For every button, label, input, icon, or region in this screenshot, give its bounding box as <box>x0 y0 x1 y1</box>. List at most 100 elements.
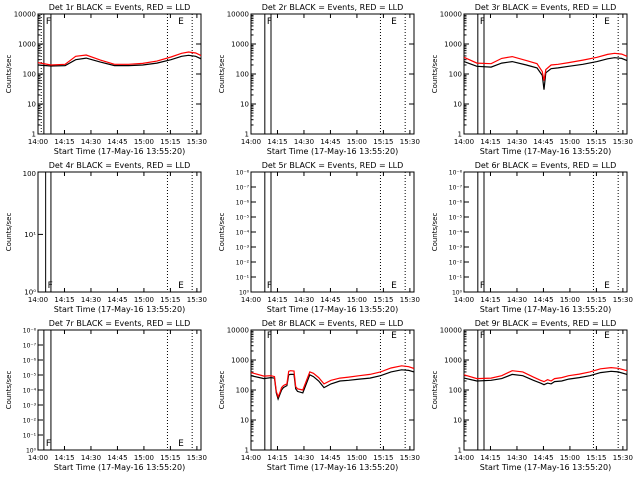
plot-frame <box>37 171 202 293</box>
x-tick-label: 14:00 <box>241 138 261 146</box>
flare-marker-F: F <box>46 17 51 27</box>
plot-frame <box>250 171 415 293</box>
x-tick-label: 14:00 <box>28 454 48 462</box>
x-tick-label: 14:45 <box>320 296 340 304</box>
flare-marker-F: F <box>267 17 272 27</box>
x-tick-label: 15:00 <box>560 296 580 304</box>
flare-marker-F: F <box>46 439 51 449</box>
series-lld-line <box>37 51 202 66</box>
flare-marker-F: F <box>480 331 485 341</box>
y-tick-label: 10 <box>240 101 249 109</box>
x-tick-label: 15:15 <box>373 454 393 462</box>
end-marker-E: E <box>178 281 184 291</box>
y-tick-label: 10⁻⁷ <box>449 185 463 192</box>
y-tick-label: 100 <box>449 71 462 79</box>
detector-panel-6: Det 6r BLACK = Events, RED = LLD Counts/s… <box>431 161 633 314</box>
panel-title: Det 5r BLACK = Events, RED = LLD <box>262 161 404 170</box>
y-tick-label: 10⁻⁶ <box>449 200 463 207</box>
flare-marker-F: F <box>48 281 53 291</box>
x-tick-label: 14:30 <box>294 454 314 462</box>
y-tick-label: 10⁻³ <box>449 245 463 252</box>
x-tick-label: 14:00 <box>28 138 48 146</box>
x-tick-label: 14:30 <box>81 454 101 462</box>
x-tick-label: 14:15 <box>54 454 74 462</box>
y-tick-label: 10 <box>453 417 462 425</box>
x-tick-label: 15:15 <box>586 454 606 462</box>
flare-marker-F: F <box>267 281 272 291</box>
detector-panel-2: Det 2r BLACK = Events, RED = LLD Counts/s… <box>218 3 420 156</box>
y-tick-label: 10⁻⁷ <box>23 343 37 350</box>
plot-frame <box>463 329 628 451</box>
flare-marker-F: F <box>267 331 272 341</box>
x-tick-label: 15:15 <box>160 296 180 304</box>
x-tick-label: 14:15 <box>267 138 287 146</box>
y-tick-label: 10⁻⁴ <box>236 230 250 237</box>
x-tick-label: 15:00 <box>134 138 154 146</box>
y-tick-label: 1 <box>245 447 249 455</box>
y-tick-label: 10 <box>453 101 462 109</box>
x-tick-label: 15:15 <box>373 138 393 146</box>
plot-frame <box>463 171 628 293</box>
y-tick-label: 1000 <box>18 41 36 49</box>
x-tick-label: 14:00 <box>454 296 474 304</box>
x-tick-label: 14:45 <box>320 454 340 462</box>
x-axis-label: Start Time (17-May-16 13:55:20) <box>54 305 185 314</box>
plot-frame <box>250 13 415 135</box>
series-events-line <box>250 369 415 401</box>
x-axis-label: Start Time (17-May-16 13:55:20) <box>480 147 611 156</box>
x-tick-label: 15:30 <box>400 138 420 146</box>
panel-title: Det 1r BLACK = Events, RED = LLD <box>49 3 191 12</box>
series-lld-line <box>463 52 628 81</box>
x-tick-label: 15:15 <box>586 296 606 304</box>
y-tick-label: 10⁻⁵ <box>449 215 463 222</box>
y-tick-label: 100 <box>236 71 249 79</box>
y-axis-label: Counts/sec <box>431 213 439 252</box>
x-axis-label: Start Time (17-May-16 13:55:20) <box>267 147 398 156</box>
y-tick-label: 10⁻⁴ <box>449 230 463 237</box>
y-tick-label: 10⁻⁵ <box>236 215 250 222</box>
y-tick-label: 100 <box>236 387 249 395</box>
y-axis-label: Counts/sec <box>5 213 13 252</box>
x-tick-label: 15:30 <box>613 138 633 146</box>
plot-frame <box>37 13 202 135</box>
x-tick-label: 15:00 <box>134 454 154 462</box>
y-tick-label: 10⁻² <box>449 260 463 267</box>
x-tick-label: 14:00 <box>454 454 474 462</box>
x-tick-label: 15:15 <box>160 454 180 462</box>
flare-marker-F: F <box>480 281 485 291</box>
x-axis-label: Start Time (17-May-16 13:55:20) <box>54 463 185 472</box>
x-tick-label: 14:30 <box>81 296 101 304</box>
y-tick-label: 10⁻³ <box>23 403 37 410</box>
panel-title: Det 9r BLACK = Events, RED = LLD <box>475 319 617 328</box>
y-tick-label: 1 <box>32 131 36 139</box>
y-tick-label: 10⁻² <box>23 418 37 425</box>
x-tick-label: 15:30 <box>613 296 633 304</box>
x-tick-label: 14:15 <box>267 454 287 462</box>
x-tick-label: 14:15 <box>54 296 74 304</box>
x-tick-label: 15:00 <box>560 138 580 146</box>
x-tick-label: 15:00 <box>134 296 154 304</box>
y-axis-label: Counts/sec <box>431 55 439 94</box>
y-tick-label: 1 <box>458 447 462 455</box>
end-marker-E: E <box>604 331 610 341</box>
y-axis-label: Counts/sec <box>218 55 226 94</box>
detector-panel-4: Det 4r BLACK = Events, RED = LLD Counts/s… <box>5 161 207 314</box>
y-tick-label: 10⁰ <box>239 290 250 297</box>
detector-panel-1: Det 1r BLACK = Events, RED = LLD Counts/s… <box>5 3 207 156</box>
x-tick-label: 14:15 <box>267 296 287 304</box>
y-tick-label: 10000 <box>227 11 249 19</box>
x-tick-label: 15:30 <box>400 296 420 304</box>
end-marker-E: E <box>391 17 397 27</box>
y-axis-label: Counts/sec <box>5 55 13 94</box>
y-tick-label: 10000 <box>227 327 249 335</box>
detector-panel-5: Det 5r BLACK = Events, RED = LLD Counts/s… <box>218 161 420 314</box>
x-tick-label: 14:00 <box>241 454 261 462</box>
y-tick-label: 10⁻² <box>236 260 250 267</box>
plot-frame <box>37 329 202 451</box>
y-tick-label: 10000 <box>440 11 462 19</box>
x-tick-label: 15:00 <box>347 454 367 462</box>
y-tick-label: 1 <box>245 131 249 139</box>
end-marker-E: E <box>178 17 184 27</box>
x-tick-label: 14:00 <box>28 296 48 304</box>
